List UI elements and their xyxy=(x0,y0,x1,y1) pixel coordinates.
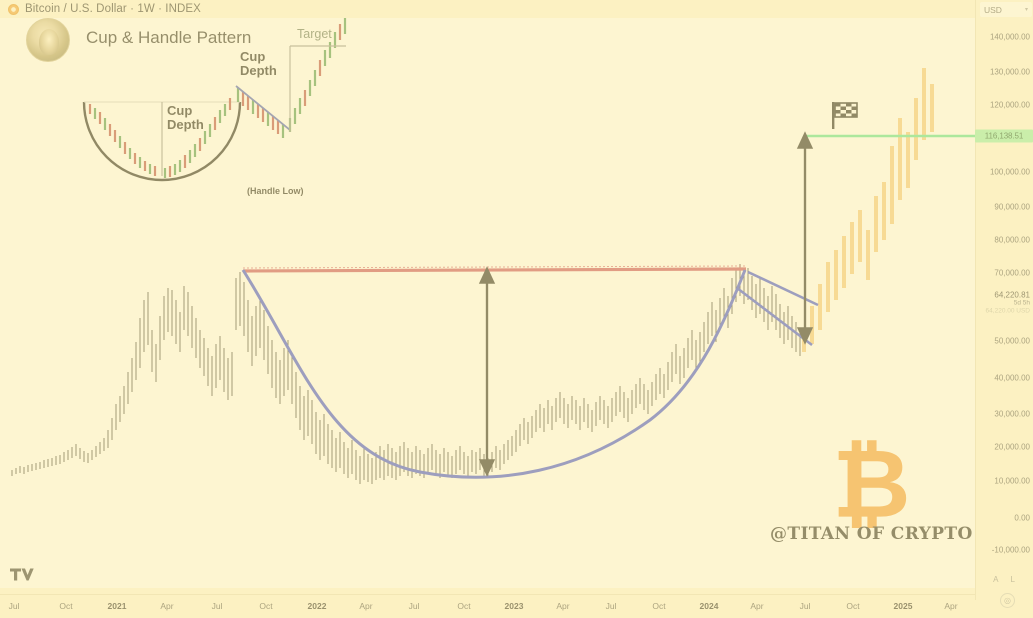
chevron-down-icon: ▾ xyxy=(1024,7,1028,13)
inset-handle-trendline xyxy=(235,85,291,131)
time-tick: Jul xyxy=(211,601,223,611)
inset-label-handle-low: (Handle Low) xyxy=(247,186,304,196)
checkered-flag-icon xyxy=(830,100,864,135)
time-tick: Jul xyxy=(799,601,811,611)
time-tick: Oct xyxy=(59,601,73,611)
tradingview-logo[interactable] xyxy=(10,567,36,588)
time-tick-year: 2023 xyxy=(504,601,524,611)
price-tick: 100,000.00 xyxy=(989,167,1030,177)
last-price-value: 64,220.81 xyxy=(994,290,1030,300)
time-tick: Oct xyxy=(652,601,666,611)
time-tick-year: 2024 xyxy=(699,601,719,611)
time-scale[interactable]: Jul Oct 2021 Apr Jul Oct 2022 Apr Jul Oc… xyxy=(0,594,975,618)
time-tick: Oct xyxy=(846,601,860,611)
currency-label: USD xyxy=(984,4,1002,15)
price-tick: 10,000.00 xyxy=(994,476,1030,486)
time-tick: Jul xyxy=(408,601,420,611)
currency-selector[interactable]: USD ▾ xyxy=(980,2,1032,17)
price-tick: 50,000.00 xyxy=(994,336,1030,346)
time-tick: Oct xyxy=(457,601,471,611)
target-icon[interactable]: ◎ xyxy=(1000,593,1015,608)
bitcoin-symbol-icon: ₿ xyxy=(832,428,911,540)
time-tick-year: 2021 xyxy=(107,601,127,611)
price-tick: 140,000.00 xyxy=(989,32,1030,42)
bar-countdown: 5d 5h xyxy=(1013,299,1030,307)
price-tick: 40,000.00 xyxy=(994,373,1030,383)
time-tick-year: 2025 xyxy=(893,601,913,611)
inset-label-cup-depth-left: Cup Depth xyxy=(167,103,204,132)
time-tick: Oct xyxy=(259,601,273,611)
time-tick: Apr xyxy=(944,601,958,611)
time-tick: Jul xyxy=(8,601,20,611)
price-tick: 30,000.00 xyxy=(994,409,1030,419)
price-tick: 130,000.00 xyxy=(989,67,1030,77)
inset-candles-handle xyxy=(236,88,285,138)
price-tick: -10,000.00 xyxy=(991,545,1030,555)
price-tick: 80,000.00 xyxy=(994,235,1030,245)
watermark: ₿ @TITAN OF CRYPTO xyxy=(770,428,973,545)
price-tick: 0.00 xyxy=(1014,513,1030,523)
time-tick: Apr xyxy=(359,601,373,611)
inset-label-target: Target xyxy=(297,27,332,41)
price-tick: 120,000.00 xyxy=(989,100,1030,110)
inset-label-cup-depth-right: Cup Depth xyxy=(240,49,277,78)
last-price-badge: 64,220.81 5d 5h 64,220.00 USD xyxy=(975,290,1033,315)
ticker-header[interactable]: Bitcoin / U.S. Dollar · 1W · INDEX xyxy=(0,0,975,18)
scale-toggle-group[interactable]: A L xyxy=(975,575,1033,584)
obscured-price-row: 64,220.00 USD xyxy=(985,307,1030,315)
bitcoin-icon xyxy=(8,3,19,15)
price-tick: 20,000.00 xyxy=(994,442,1030,452)
price-tick: 90,000.00 xyxy=(994,202,1030,212)
profile-avatar xyxy=(26,18,70,62)
time-tick: Jul xyxy=(605,601,617,611)
log-scale-toggle[interactable]: L xyxy=(1010,575,1015,584)
auto-scale-toggle[interactable]: A xyxy=(993,575,999,584)
time-tick: Apr xyxy=(160,601,174,611)
time-tick: Apr xyxy=(750,601,764,611)
price-tick: 70,000.00 xyxy=(994,268,1030,278)
inset-candles-left xyxy=(88,104,157,176)
ticker-label[interactable]: Bitcoin / U.S. Dollar · 1W · INDEX xyxy=(25,3,201,15)
time-tick-year: 2022 xyxy=(307,601,327,611)
time-tick: Apr xyxy=(556,601,570,611)
target-price-badge: 116,138.51 xyxy=(975,129,1033,143)
inset-title: Cup & Handle Pattern xyxy=(86,28,252,47)
watermark-handle: @TITAN OF CRYPTO xyxy=(770,524,973,545)
price-scale[interactable]: USD ▾ 140,000.00 130,000.00 120,000.00 1… xyxy=(975,0,1033,600)
